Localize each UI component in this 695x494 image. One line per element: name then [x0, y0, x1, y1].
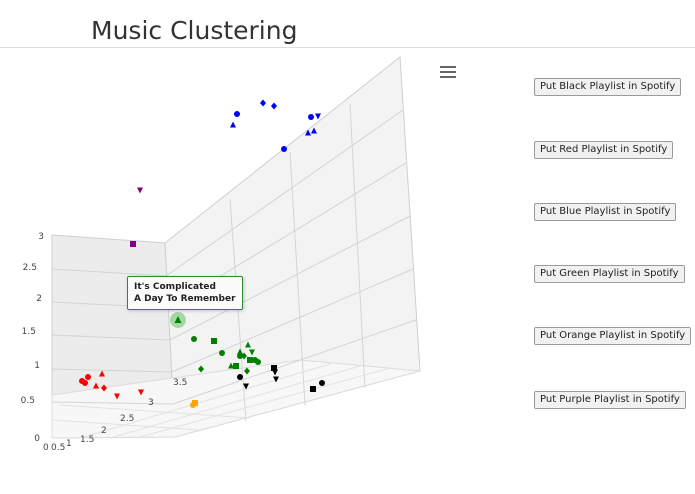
depth-tick-label: 3.5: [173, 378, 187, 388]
green-square-point[interactable]: [233, 363, 239, 369]
y-tick-label: 3: [38, 232, 44, 242]
blue-tri-down-point[interactable]: [315, 113, 321, 120]
green-square-point[interactable]: [247, 357, 253, 363]
blue-circle-point[interactable]: [308, 114, 314, 120]
put-purple-playlist-button[interactable]: Put Purple Playlist in Spotify: [534, 391, 686, 409]
black-circle-point[interactable]: [237, 374, 243, 380]
blue-circle-point[interactable]: [281, 146, 287, 152]
depth-tick-label: 1.5: [80, 435, 94, 445]
black-tri-down-point[interactable]: [272, 369, 278, 376]
purple-square-point[interactable]: [130, 241, 136, 247]
blue-circle-point[interactable]: [234, 111, 240, 117]
orange-square-point[interactable]: [192, 400, 198, 406]
y-axis-ticks: 0 0.5 1 1.5 2 2.5 3: [21, 232, 44, 444]
floor-gridlines: [51, 363, 391, 439]
depth-tick-label: 0: [43, 443, 49, 453]
red-circle-point[interactable]: [85, 374, 91, 380]
depth-tick-label: 2: [101, 426, 107, 436]
put-green-playlist-button[interactable]: Put Green Playlist in Spotify: [534, 265, 685, 283]
put-red-playlist-button[interactable]: Put Red Playlist in Spotify: [534, 141, 674, 159]
y-tick-label: 1.5: [22, 327, 36, 337]
tooltip-song-title: It's Complicated: [134, 282, 216, 292]
red-circle-point[interactable]: [82, 380, 88, 386]
red-tri-down-point[interactable]: [138, 389, 144, 396]
green-circle-point[interactable]: [191, 336, 197, 342]
green-circle-point[interactable]: [219, 350, 225, 356]
red-tri-down-point[interactable]: [114, 393, 120, 400]
black-square-point[interactable]: [271, 365, 277, 371]
black-tri-down-point[interactable]: [273, 376, 279, 383]
y-tick-label: 1: [34, 361, 40, 371]
green-triangle-point[interactable]: [237, 348, 243, 355]
blue-diamond-point[interactable]: [271, 102, 277, 110]
page-title: Music Clustering: [91, 16, 298, 45]
red-triangle-point[interactable]: [93, 382, 99, 389]
green-square-point[interactable]: [211, 338, 217, 344]
green-triangle-point[interactable]: [228, 362, 234, 369]
blue-triangle-point[interactable]: [311, 127, 317, 134]
green-circle-point[interactable]: [255, 359, 261, 365]
put-blue-playlist-button[interactable]: Put Blue Playlist in Spotify: [534, 203, 677, 221]
tooltip-artist: A Day To Remember: [134, 294, 236, 304]
black-circle-point[interactable]: [319, 380, 325, 386]
depth-tick-label: 1: [66, 439, 72, 449]
black-tri-down-point[interactable]: [243, 383, 249, 390]
y-tick-label: 0.5: [21, 396, 35, 406]
y-tick-label: 0: [34, 434, 40, 444]
green-diamond-point[interactable]: [198, 365, 204, 373]
hamburger-menu-icon[interactable]: [440, 66, 456, 78]
data-points: [79, 99, 325, 408]
depth-tick-label: 3: [148, 398, 154, 408]
green-diamond-point[interactable]: [244, 367, 250, 375]
point-tooltip: It's Complicated A Day To Remember: [127, 276, 243, 310]
black-square-point[interactable]: [310, 386, 316, 392]
red-triangle-point[interactable]: [99, 370, 105, 377]
header-divider: [0, 47, 695, 48]
blue-diamond-point[interactable]: [260, 99, 266, 107]
blue-triangle-point[interactable]: [230, 121, 236, 128]
y-tick-label: 2: [36, 294, 42, 304]
green-triangle-point[interactable]: [245, 341, 251, 348]
blue-triangle-point[interactable]: [305, 129, 311, 136]
depth-tick-label: 0.5: [51, 443, 65, 453]
green-tri-down-point[interactable]: [249, 349, 255, 356]
y-tick-label: 2.5: [23, 263, 37, 273]
purple-tri-down-point[interactable]: [137, 187, 143, 194]
depth-axis-ticks: 0 0.5 1 1.5 2 2.5 3 3.5: [43, 378, 187, 453]
put-orange-playlist-button[interactable]: Put Orange Playlist in Spotify: [534, 327, 692, 345]
put-black-playlist-button[interactable]: Put Black Playlist in Spotify: [534, 78, 682, 96]
depth-tick-label: 2.5: [120, 414, 134, 424]
green-triangle-point[interactable]: [174, 316, 182, 323]
red-diamond-point[interactable]: [101, 384, 107, 392]
